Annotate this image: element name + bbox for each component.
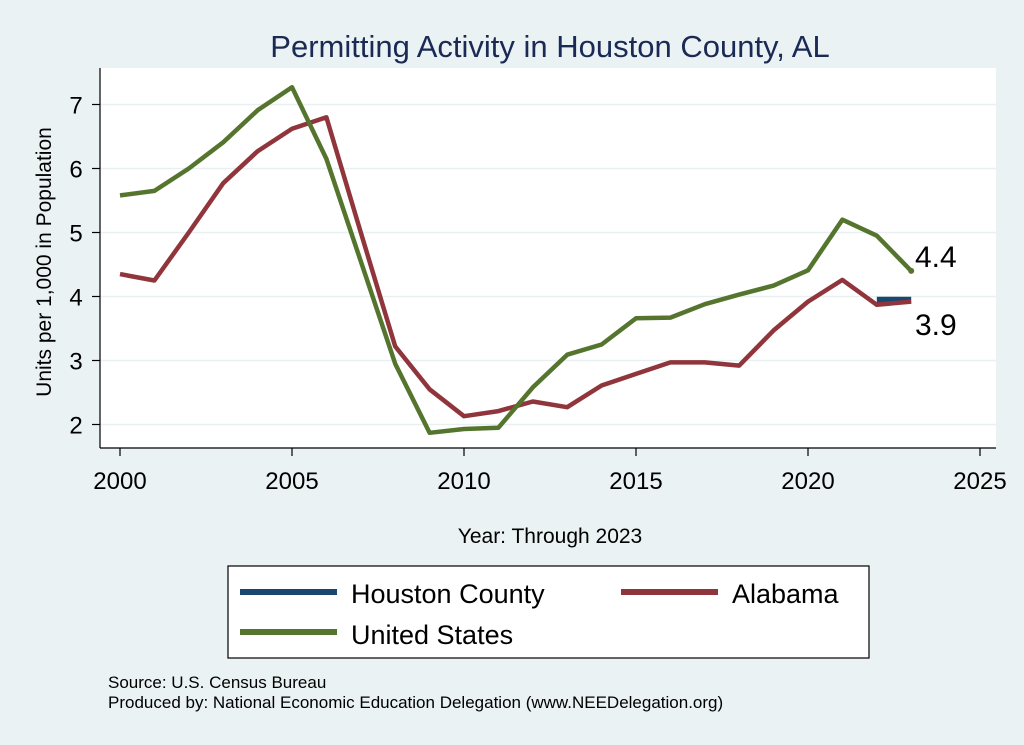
plot-area	[100, 68, 996, 448]
y-tick-label: 4	[69, 285, 82, 312]
x-tick-label: 2010	[437, 468, 490, 495]
x-tick-label: 2025	[953, 468, 1006, 495]
y-tick-label: 7	[69, 93, 82, 120]
x-tick-label: 2005	[265, 468, 318, 495]
y-tick-label: 2	[69, 413, 82, 440]
end-label-united-states: 4.4	[915, 241, 957, 274]
y-tick-label: 5	[69, 221, 82, 248]
legend-box	[227, 565, 870, 659]
source-note: Source: U.S. Census Bureau	[108, 673, 326, 692]
legend-label-united-states: United States	[351, 620, 513, 650]
producer-note: Produced by: National Economic Education…	[108, 693, 723, 712]
series-line-united-states	[119, 84, 913, 436]
x-tick-label: 2015	[609, 468, 662, 495]
legend-label-alabama: Alabama	[732, 579, 840, 609]
y-tick-label: 3	[69, 349, 82, 376]
x-tick-label: 2020	[781, 468, 834, 495]
chart-title: Permitting Activity in Houston County, A…	[270, 29, 829, 64]
x-axis-label: Year: Through 2023	[458, 525, 643, 548]
legend-label-houston-county: Houston County	[351, 579, 545, 609]
y-tick-label: 6	[69, 157, 82, 184]
series-end-point-united-states	[908, 267, 915, 274]
series-lines	[119, 84, 915, 436]
legend: Houston County Alabama United States	[227, 565, 870, 659]
x-tick-label: 2000	[93, 468, 146, 495]
x-axis: 2000 2005 2010 2015 2020 2025	[93, 448, 1007, 495]
y-axis-label: Units per 1,000 in Population	[33, 127, 56, 397]
y-axis: 2 3 4 5 6 7	[69, 93, 100, 440]
end-label-houston-county: 3.9	[915, 309, 957, 342]
y-grid	[100, 103, 996, 426]
